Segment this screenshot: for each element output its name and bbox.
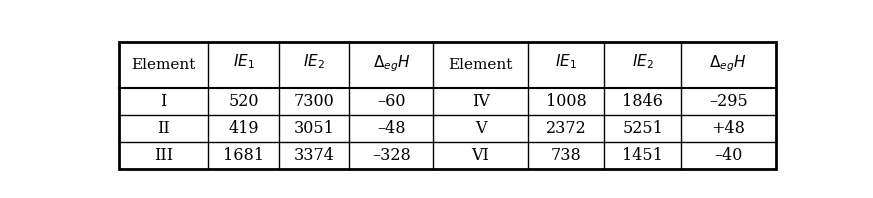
Text: $\mathit{IE}_1$: $\mathit{IE}_1$ [232,52,254,71]
Text: $\Delta_{eg}H$: $\Delta_{eg}H$ [373,53,410,74]
Text: 738: 738 [551,147,581,164]
Text: 2372: 2372 [546,120,587,137]
Text: Element: Element [132,58,196,72]
Text: 7300: 7300 [293,93,334,110]
Text: –328: –328 [372,147,410,164]
Text: +48: +48 [711,120,746,137]
Text: 1451: 1451 [622,147,663,164]
Text: $\mathit{IE}_2$: $\mathit{IE}_2$ [303,52,325,71]
Text: $\Delta_{eg}H$: $\Delta_{eg}H$ [710,53,747,74]
Text: –295: –295 [709,93,747,110]
Text: I: I [161,93,167,110]
Text: III: III [155,147,173,164]
Text: 1846: 1846 [622,93,663,110]
Text: –40: –40 [714,147,742,164]
Text: 1008: 1008 [546,93,587,110]
Text: 3051: 3051 [293,120,334,137]
Text: 520: 520 [228,93,258,110]
Text: –48: –48 [377,120,406,137]
Text: –60: –60 [377,93,406,110]
Text: VI: VI [471,147,490,164]
Text: Element: Element [449,58,512,72]
Text: $\mathit{IE}_1$: $\mathit{IE}_1$ [555,52,577,71]
Text: V: V [475,120,486,137]
Text: II: II [157,120,170,137]
Text: 419: 419 [228,120,258,137]
Text: 5251: 5251 [622,120,663,137]
Text: 3374: 3374 [293,147,334,164]
Text: 1681: 1681 [223,147,264,164]
Text: IV: IV [471,93,490,110]
Text: $\mathit{IE}_2$: $\mathit{IE}_2$ [632,52,654,71]
Bar [120,42,775,169]
